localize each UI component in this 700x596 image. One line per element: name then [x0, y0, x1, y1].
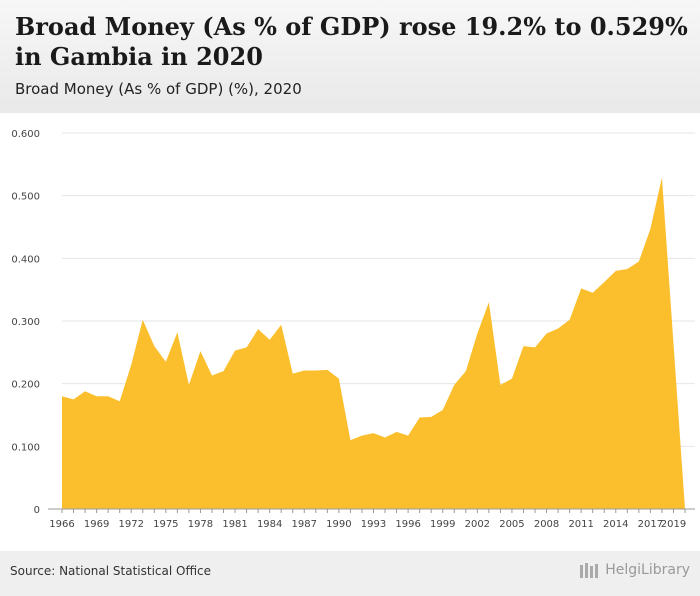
x-tick-label: 1978	[188, 519, 213, 530]
x-tick-label: 1969	[84, 519, 109, 530]
x-tick-label: 1975	[153, 519, 178, 530]
x-tick-label: 2008	[534, 519, 559, 530]
y-tick-label: 0.600	[11, 129, 40, 140]
y-tick-label: 0	[34, 505, 40, 516]
x-tick-label: 2002	[465, 519, 490, 530]
x-tick-label: 1999	[430, 519, 455, 530]
x-tick-label: 2011	[568, 519, 593, 530]
x-tick-label: 1984	[257, 519, 282, 530]
x-tick-label: 1990	[326, 519, 351, 530]
x-tick-label: 1996	[395, 519, 420, 530]
chart-subtitle: Broad Money (As % of GDP) (%), 2020	[15, 80, 302, 98]
helgi-library-logo[interactable]: HelgiLibrary	[579, 561, 690, 579]
y-tick-label: 0.200	[11, 380, 40, 391]
x-axis: 1966 1969 1972 1975 1978 1981 1984 1987 1990 1993…	[48, 508, 695, 530]
x-tick-label: 1972	[118, 519, 143, 530]
logo-text: HelgiLibrary	[605, 562, 690, 578]
footer-band: Source: National Statistical Office Helg…	[0, 551, 700, 596]
x-tick-label: 1966	[49, 519, 74, 530]
x-tick-label: 1981	[222, 519, 247, 530]
x-tick-label: 1987	[292, 519, 317, 530]
header-band: Broad Money (As % of GDP) rose 19.2% to …	[0, 0, 700, 113]
x-tick-label: 2005	[499, 519, 524, 530]
y-tick-label: 0.400	[11, 254, 40, 265]
library-icon	[580, 563, 599, 578]
y-tick-label: 0.500	[11, 192, 40, 203]
y-tick-label: 0.300	[11, 317, 40, 328]
area-series	[62, 177, 685, 509]
x-tick-label: 2019	[661, 519, 686, 530]
chart-title: Broad Money (As % of GDP) rose 19.2% to …	[15, 12, 688, 71]
area-layer	[61, 177, 685, 509]
y-tick-label: 0.100	[11, 442, 40, 453]
x-tick-label: 2014	[603, 519, 628, 530]
source-note: Source: National Statistical Office	[10, 564, 212, 578]
x-tick-label: 2017	[638, 519, 663, 530]
area-chart: 0 0.100 0.200 0.300 0.400 0.500 0.600 1966 1969…	[11, 129, 695, 530]
y-axis: 0 0.100 0.200 0.300 0.400 0.500 0.600	[11, 129, 40, 516]
x-tick-label: 1993	[361, 519, 386, 530]
